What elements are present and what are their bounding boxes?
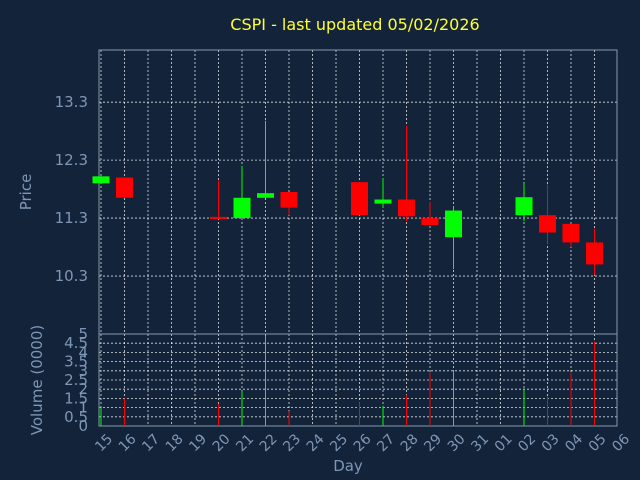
volume-panel-frame	[98, 333, 618, 427]
candle-body	[116, 177, 133, 198]
candle-body	[257, 193, 274, 198]
volume-y-tick-label: 3.5	[64, 353, 88, 371]
x-tick-label: 27	[374, 431, 398, 455]
x-axis-label: Day	[333, 457, 363, 475]
x-tick-label: 31	[468, 431, 492, 455]
x-tick-label: 24	[304, 431, 328, 455]
chart-title: CSPI - last updated 05/02/2026	[230, 15, 479, 34]
x-tick-label: 20	[210, 431, 234, 455]
price-y-tick-label: 11.3	[55, 209, 88, 227]
x-tick-label: 03	[539, 431, 563, 455]
volume-y-tick-label: 4.5	[64, 334, 88, 352]
candles	[92, 120, 603, 275]
volume-grid	[99, 333, 617, 427]
x-tick-label: 18	[163, 431, 187, 455]
candle-body	[374, 199, 392, 204]
candle-body	[351, 182, 368, 216]
candle-body	[398, 199, 415, 217]
volume-y-ticks: 00.511.522.533.544.55	[64, 325, 88, 435]
volume-axis-label: Volume (0000)	[28, 325, 46, 435]
x-tick-label: 04	[562, 431, 586, 455]
volume-y-tick-label: 4	[78, 343, 88, 361]
price-y-tick-label: 13.3	[55, 93, 88, 111]
candle-body	[421, 218, 439, 226]
volume-y-tick-label: 2.5	[64, 371, 88, 389]
candle-body	[280, 192, 298, 208]
candle-body	[92, 176, 110, 184]
candle-body	[515, 197, 533, 216]
volume-y-tick-label: 1	[78, 399, 88, 417]
x-tick-label: 30	[445, 431, 469, 455]
candle-body	[586, 242, 603, 265]
x-ticks: 15 16 17 18 19 20 21 22 23 24 25 26 27 28 29 30 31 01 02 03…	[92, 431, 633, 455]
price-axis-label: Price	[17, 174, 35, 211]
candle-body	[210, 216, 227, 219]
volume-y-tick-label: 3	[78, 362, 88, 380]
price-y-tick-label: 10.3	[55, 267, 88, 285]
x-tick-label: 01	[492, 431, 516, 455]
volume-y-tick-label: 0.5	[64, 408, 88, 426]
volume-y-tick-label: 5	[78, 325, 88, 343]
candle-body	[233, 197, 251, 219]
x-tick-label: 16	[116, 431, 140, 455]
x-tick-label: 06	[609, 431, 633, 455]
price-y-ticks: 10.3 11.3 12.3 13.3	[55, 93, 88, 285]
candle-body	[445, 210, 462, 238]
volume-bars	[100, 335, 595, 426]
x-tick-label: 25	[327, 431, 351, 455]
volume-y-tick-label: 2	[78, 380, 88, 398]
candle-body	[539, 215, 556, 233]
x-tick-label: 29	[421, 431, 445, 455]
x-tick-label: 23	[280, 431, 304, 455]
x-tick-label: 15	[92, 431, 116, 455]
x-tick-label: 26	[351, 431, 375, 455]
x-tick-label: 19	[186, 431, 210, 455]
x-tick-label: 22	[257, 431, 281, 455]
x-tick-label: 21	[233, 431, 257, 455]
candle-body	[562, 223, 580, 243]
price-y-tick-label: 12.3	[55, 151, 88, 169]
volume-y-tick-label: 0	[78, 417, 88, 435]
x-tick-label: 02	[515, 431, 539, 455]
volume-y-tick-label: 1.5	[64, 389, 88, 407]
x-tick-label: 17	[139, 431, 163, 455]
x-tick-label: 05	[586, 431, 610, 455]
x-tick-label: 28	[398, 431, 422, 455]
